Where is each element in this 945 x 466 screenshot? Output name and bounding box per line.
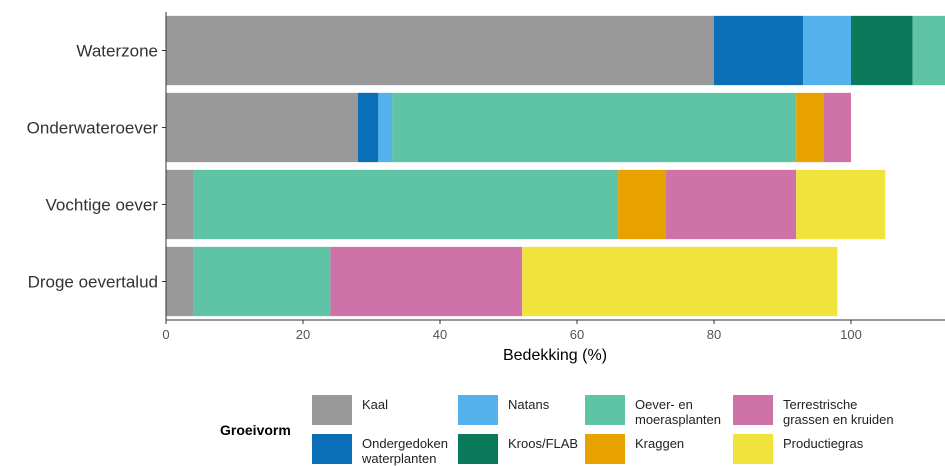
legend-swatch — [585, 395, 625, 425]
bar-segment — [193, 246, 331, 317]
bar-segment — [714, 15, 804, 86]
legend-item-natans: Natans — [458, 395, 549, 425]
legend-swatch — [312, 395, 352, 425]
x-tick-label: 60 — [570, 327, 584, 342]
bar-segment — [166, 169, 194, 240]
y-axis: Waterzone Onderwateroever Vochtige oever Dr… — [27, 12, 167, 320]
x-tick-label: 100 — [840, 327, 862, 342]
x-tick-label: 0 — [162, 327, 169, 342]
y-tick-label: Waterzone — [76, 42, 158, 61]
bar-segment — [357, 92, 379, 163]
legend-swatch — [585, 434, 625, 464]
x-axis-title: Bedekking (%) — [503, 347, 607, 364]
legend-swatch — [458, 395, 498, 425]
legend-label: Kraggen — [635, 436, 685, 451]
legend-label: Terrestrische grassen en kruiden — [783, 397, 894, 427]
legend-label: Natans — [508, 397, 550, 412]
legend-item-ondergedoken: Ondergedoken waterplanten — [312, 434, 448, 466]
bar-segment — [378, 92, 393, 163]
bar-segment — [166, 92, 358, 163]
x-tick-label: 80 — [707, 327, 721, 342]
legend-label: Oever- en moerasplanten — [635, 397, 721, 427]
x-axis: 0 20 40 60 80 100 — [162, 319, 945, 342]
bar-segment — [666, 169, 797, 240]
legend-swatch — [733, 395, 773, 425]
legend-item-terrestrisch: Terrestrische grassen en kruiden — [733, 395, 894, 427]
legend-swatch — [733, 434, 773, 464]
bar-segment — [392, 92, 797, 163]
legend-swatch — [458, 434, 498, 464]
legend-label: Productiegras — [783, 436, 864, 451]
legend-item-kraggen: Kraggen — [585, 434, 684, 464]
legend-item-productiegras: Productiegras — [733, 434, 863, 464]
legend-item-oever-moeras: Oever- en moerasplanten — [585, 395, 721, 427]
bar-segment — [166, 246, 194, 317]
legend-label: Kroos/FLAB — [508, 436, 579, 451]
legend-swatch — [312, 434, 352, 464]
bar-segment — [851, 15, 913, 86]
bar-segment — [330, 246, 523, 317]
legend-item-kroos: Kroos/FLAB — [458, 434, 578, 464]
y-tick-label: Vochtige oever — [46, 196, 159, 215]
x-tick-label: 40 — [433, 327, 447, 342]
bars — [166, 15, 945, 317]
bar-segment — [166, 15, 714, 86]
legend-label: Kaal — [362, 397, 389, 412]
legend-title: Groeivorm — [220, 422, 291, 438]
bar-segment — [803, 15, 851, 86]
bar-segment — [823, 92, 851, 163]
bar-segment — [193, 169, 619, 240]
bar-segment — [522, 246, 838, 317]
x-tick-label: 20 — [296, 327, 310, 342]
y-tick-label: Droge oevertalud — [28, 273, 158, 292]
bar-segment — [618, 169, 667, 240]
legend-item-kaal: Kaal — [312, 395, 388, 425]
bar-segment — [796, 169, 886, 240]
bar-segment — [912, 15, 945, 86]
bar-segment — [796, 92, 824, 163]
y-tick-label: Onderwateroever — [27, 119, 159, 138]
legend-label: Ondergedoken waterplanten — [362, 436, 449, 466]
